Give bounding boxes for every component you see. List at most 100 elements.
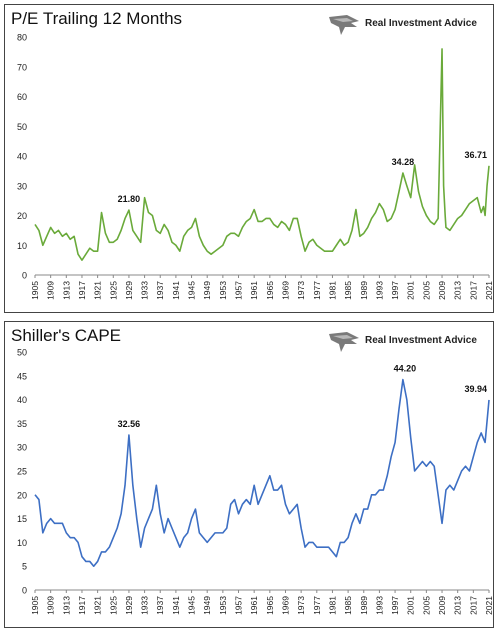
data-label: 21.80 (118, 194, 141, 204)
x-tick-label: 1917 (77, 281, 87, 300)
x-tick-label: 1917 (77, 596, 87, 615)
x-tick-label: 1949 (202, 596, 212, 615)
x-tick-label: 2013 (453, 596, 463, 615)
x-tick-label: 2001 (406, 596, 416, 615)
chart-title: Shiller's CAPE (11, 326, 122, 345)
x-tick-label: 1997 (390, 596, 400, 615)
pe-chart-panel: P/E Trailing 12 Months Real Investment A… (4, 4, 494, 313)
y-tick-label: 80 (17, 33, 27, 43)
x-tick-label: 1933 (140, 281, 150, 300)
x-tick-label: 2017 (468, 596, 478, 615)
x-tick-label: 2001 (406, 281, 416, 300)
y-tick-label: 15 (17, 514, 27, 524)
x-tick-label: 1977 (312, 596, 322, 615)
x-tick-label: 1945 (187, 281, 197, 300)
y-tick-label: 40 (17, 395, 27, 405)
cape-chart-panel: Shiller's CAPE Real Investment Advice 0 5… (4, 321, 494, 628)
y-tick-label: 40 (17, 152, 27, 162)
eagle-logo-icon (329, 332, 359, 352)
x-tick-label: 1913 (61, 281, 71, 300)
x-tick-label: 1925 (108, 596, 118, 615)
x-tick-label: 1989 (359, 281, 369, 300)
x-tick-label: 1961 (249, 281, 259, 300)
y-tick-label: 50 (17, 122, 27, 132)
x-tick-label: 1985 (343, 596, 353, 615)
x-tick-label: 2005 (421, 281, 431, 300)
brand-logo: Real Investment Advice (327, 13, 477, 37)
x-tick-label: 1929 (124, 596, 134, 615)
y-tick-label: 60 (17, 92, 27, 102)
x-tick-label: 1965 (265, 281, 275, 300)
data-label: 34.28 (392, 157, 415, 167)
x-tick-label: 1977 (312, 281, 322, 300)
x-tick-label: 2021 (484, 281, 494, 300)
brand-name: Real Investment Advice (365, 335, 477, 346)
x-tick-label: 1969 (280, 596, 290, 615)
y-tick-label: 20 (17, 211, 27, 221)
x-tick-label: 1965 (265, 596, 275, 615)
y-tick-label: 30 (17, 443, 27, 453)
brand-logo: Real Investment Advice (327, 330, 477, 354)
y-tick-label: 25 (17, 467, 27, 477)
y-tick-label: 20 (17, 490, 27, 500)
x-tick-label: 1925 (108, 281, 118, 300)
y-tick-label: 10 (17, 241, 27, 251)
x-tick-label: 1981 (327, 281, 337, 300)
y-tick-label: 35 (17, 419, 27, 429)
x-tick-label: 2021 (484, 596, 494, 615)
x-tick-label: 1993 (374, 281, 384, 300)
x-tick-label: 1941 (171, 281, 181, 300)
x-tick-label: 1905 (30, 281, 40, 300)
cape-chart: 0 5 10 15 20 25 30 35 40 45 50 1905 1909 1913 1917 1921… (17, 348, 494, 615)
x-tick-label: 1981 (327, 596, 337, 615)
x-tick-label: 1985 (343, 281, 353, 300)
y-tick-label: 45 (17, 371, 27, 381)
x-tick-label: 1997 (390, 281, 400, 300)
y-tick-label: 70 (17, 62, 27, 72)
y-tick-label: 50 (17, 348, 27, 358)
y-tick-label: 0 (22, 271, 27, 281)
x-tick-label: 2009 (437, 596, 447, 615)
series-line (34, 378, 490, 567)
x-tick-label: 1969 (280, 281, 290, 300)
x-tick-label: 1933 (140, 596, 150, 615)
x-tick-label: 1909 (46, 281, 56, 300)
pe-chart: 0 10 20 30 40 50 60 70 80 1905 1909 1913 1917 1921 192… (17, 33, 494, 300)
y-tick-label: 0 (22, 586, 27, 596)
x-tick-label: 1957 (234, 596, 244, 615)
y-tick-label: 30 (17, 181, 27, 191)
x-tick-label: 2017 (468, 281, 478, 300)
x-tick-label: 1921 (93, 596, 103, 615)
x-tick-label: 1973 (296, 281, 306, 300)
x-tick-label: 1905 (30, 596, 40, 615)
x-tick-label: 1961 (249, 596, 259, 615)
brand-name: Real Investment Advice (365, 18, 477, 29)
x-tick-label: 1949 (202, 281, 212, 300)
data-label: 39.94 (464, 384, 487, 394)
x-tick-label: 2005 (421, 596, 431, 615)
x-tick-label: 1989 (359, 596, 369, 615)
series-line (34, 48, 490, 261)
data-label: 44.20 (394, 364, 417, 374)
x-tick-label: 1945 (187, 596, 197, 615)
x-tick-label: 1937 (155, 596, 165, 615)
x-tick-label: 1993 (374, 596, 384, 615)
x-tick-label: 2009 (437, 281, 447, 300)
y-tick-label: 5 (22, 562, 27, 572)
x-tick-label: 1957 (234, 281, 244, 300)
x-tick-label: 1909 (46, 596, 56, 615)
eagle-logo-icon (329, 15, 359, 35)
data-label: 32.56 (118, 419, 141, 429)
data-label: 36.71 (464, 150, 487, 160)
x-tick-label: 1953 (218, 281, 228, 300)
chart-title: P/E Trailing 12 Months (11, 9, 183, 28)
x-tick-label: 1953 (218, 596, 228, 615)
x-tick-label: 1929 (124, 281, 134, 300)
x-tick-label: 2013 (453, 281, 463, 300)
y-tick-label: 10 (17, 538, 27, 548)
x-tick-label: 1921 (93, 281, 103, 300)
x-tick-label: 1937 (155, 281, 165, 300)
x-tick-label: 1973 (296, 596, 306, 615)
x-tick-label: 1941 (171, 596, 181, 615)
x-tick-label: 1913 (61, 596, 71, 615)
